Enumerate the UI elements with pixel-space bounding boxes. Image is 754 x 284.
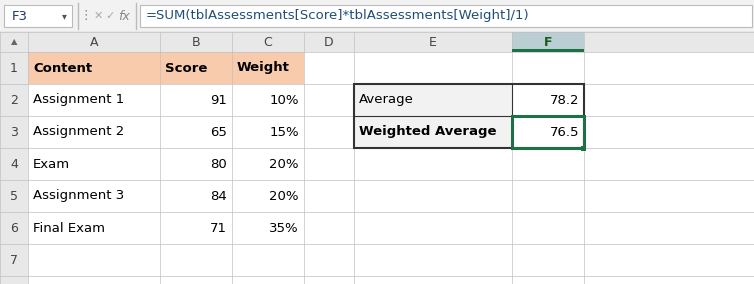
Text: D: D	[324, 36, 334, 49]
Text: 71: 71	[210, 222, 227, 235]
Text: ▾: ▾	[62, 11, 66, 21]
Text: ✕: ✕	[93, 11, 103, 21]
Text: 4: 4	[10, 158, 18, 170]
Bar	[354, 84, 584, 148]
Text: Final Exam: Final Exam	[33, 222, 105, 235]
Text: B: B	[192, 36, 201, 49]
Text: Average: Average	[359, 93, 414, 106]
Text: Assignment 3: Assignment 3	[33, 189, 124, 202]
Text: 20%: 20%	[269, 158, 299, 170]
Text: ▲: ▲	[11, 37, 17, 47]
Bar	[4, 5, 72, 27]
Text: 15%: 15%	[269, 126, 299, 139]
Text: 78.2: 78.2	[550, 93, 579, 106]
Bar	[0, 0, 754, 32]
Text: E: E	[429, 36, 437, 49]
Bar	[512, 32, 584, 52]
Bar	[512, 49, 584, 52]
Bar	[140, 5, 752, 27]
Text: Weight: Weight	[237, 62, 290, 74]
Text: 76.5: 76.5	[550, 126, 579, 139]
Text: Assignment 2: Assignment 2	[33, 126, 124, 139]
Text: 80: 80	[210, 158, 227, 170]
Bar	[354, 84, 512, 148]
Text: 10%: 10%	[269, 93, 299, 106]
Text: 20%: 20%	[269, 189, 299, 202]
Text: 84: 84	[210, 189, 227, 202]
Text: F3: F3	[12, 9, 28, 22]
Bar	[28, 52, 304, 84]
Text: 3: 3	[10, 126, 18, 139]
Text: fx: fx	[118, 9, 130, 22]
Text: 35%: 35%	[269, 222, 299, 235]
Bar	[512, 116, 584, 148]
Text: A: A	[90, 36, 98, 49]
Text: C: C	[264, 36, 272, 49]
Text: ✓: ✓	[106, 11, 115, 21]
Bar	[0, 32, 754, 284]
Bar	[0, 32, 28, 284]
Text: 91: 91	[210, 93, 227, 106]
Text: 7: 7	[10, 254, 18, 266]
Text: F: F	[544, 36, 552, 49]
Text: Score: Score	[165, 62, 207, 74]
Text: Weighted Average: Weighted Average	[359, 126, 496, 139]
Text: ⋮: ⋮	[80, 9, 92, 22]
Bar	[0, 32, 754, 52]
Text: 65: 65	[210, 126, 227, 139]
Text: Content: Content	[33, 62, 92, 74]
Text: Exam: Exam	[33, 158, 70, 170]
Text: =SUM(tblAssessments[Score]*tblAssessments[Weight]/1): =SUM(tblAssessments[Score]*tblAssessment…	[146, 9, 529, 22]
Bar	[581, 145, 586, 151]
Text: 5: 5	[10, 189, 18, 202]
Text: 2: 2	[10, 93, 18, 106]
Text: 1: 1	[10, 62, 18, 74]
Text: 6: 6	[10, 222, 18, 235]
Text: Assignment 1: Assignment 1	[33, 93, 124, 106]
